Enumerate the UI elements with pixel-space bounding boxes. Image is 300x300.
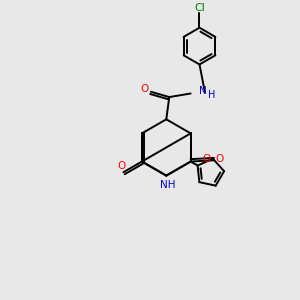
Text: Cl: Cl bbox=[194, 3, 205, 13]
Text: O: O bbox=[215, 154, 223, 164]
Text: O: O bbox=[118, 161, 126, 171]
Text: O: O bbox=[140, 84, 148, 94]
Text: NH: NH bbox=[160, 180, 176, 190]
Text: N: N bbox=[199, 85, 207, 96]
Text: O: O bbox=[202, 154, 211, 164]
Text: H: H bbox=[208, 90, 215, 100]
